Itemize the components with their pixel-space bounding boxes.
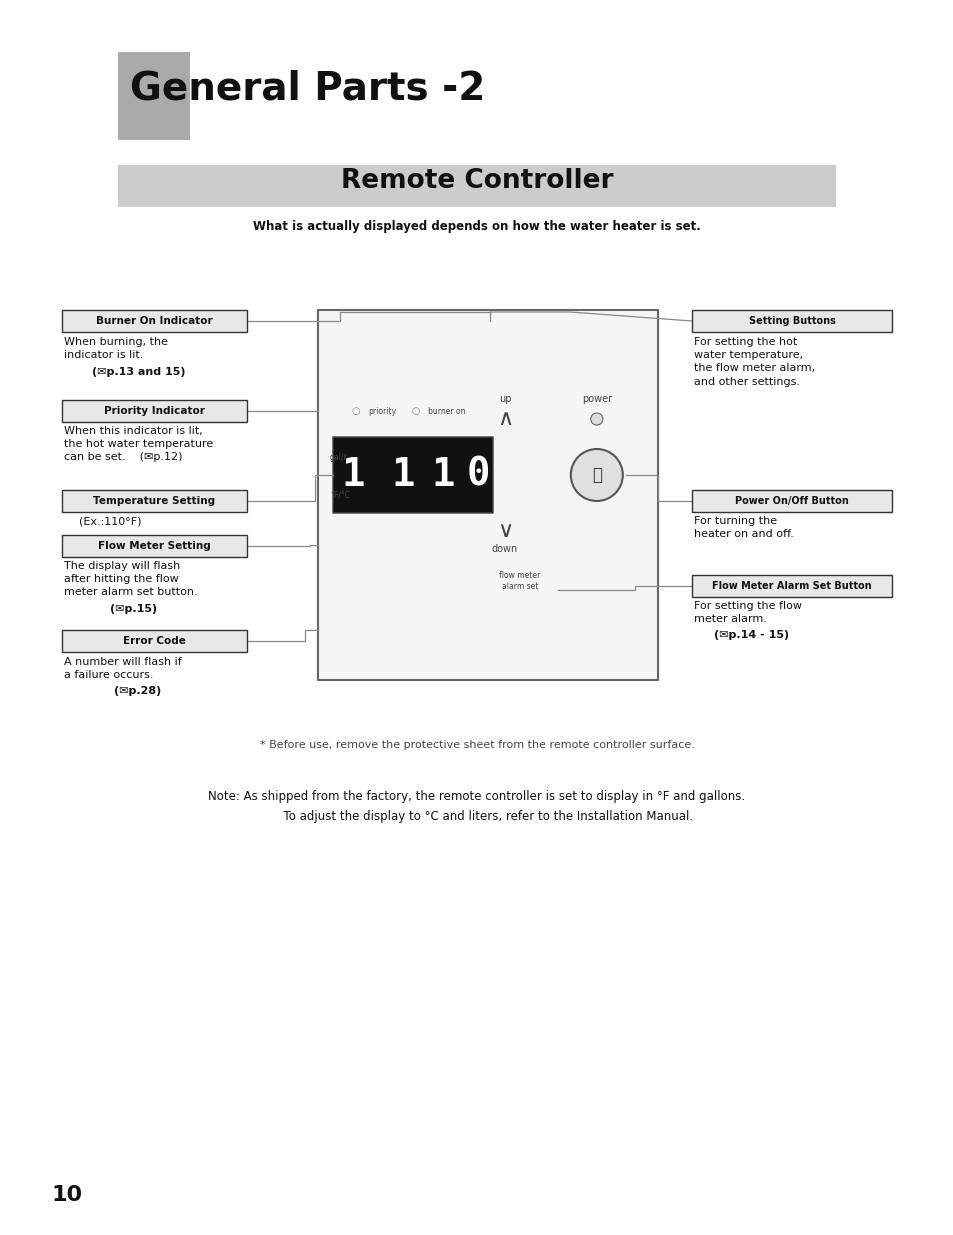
Text: down: down xyxy=(492,543,517,555)
FancyBboxPatch shape xyxy=(118,165,835,207)
Text: (✉p.14 - 15): (✉p.14 - 15) xyxy=(713,630,788,640)
FancyBboxPatch shape xyxy=(333,437,493,513)
Text: gal/ℓ: gal/ℓ xyxy=(330,452,347,462)
Text: (✉p.15): (✉p.15) xyxy=(110,604,157,614)
Text: Power On/Off Button: Power On/Off Button xyxy=(735,496,848,506)
Text: Burner On Indicator: Burner On Indicator xyxy=(96,316,213,326)
FancyBboxPatch shape xyxy=(62,400,247,422)
Text: °F/°C: °F/°C xyxy=(330,490,350,499)
Text: ○: ○ xyxy=(412,406,420,416)
FancyBboxPatch shape xyxy=(62,535,247,557)
Text: ⏻: ⏻ xyxy=(591,466,601,484)
Text: 1: 1 xyxy=(391,456,415,494)
Text: (✉p.13 and 15): (✉p.13 and 15) xyxy=(91,367,185,377)
Text: To adjust the display to °C and liters, refer to the Installation Manual.: To adjust the display to °C and liters, … xyxy=(261,810,692,823)
Text: * Before use, remove the protective sheet from the remote controller surface.: * Before use, remove the protective shee… xyxy=(259,740,694,750)
Text: For turning the
heater on and off.: For turning the heater on and off. xyxy=(693,516,793,540)
Text: When this indicator is lit,
the hot water temperature
can be set.    (✉p.12): When this indicator is lit, the hot wate… xyxy=(64,426,213,462)
FancyBboxPatch shape xyxy=(62,490,247,513)
FancyBboxPatch shape xyxy=(118,52,190,140)
Text: Remote Controller: Remote Controller xyxy=(340,168,613,194)
FancyBboxPatch shape xyxy=(62,310,247,332)
Text: ∧: ∧ xyxy=(497,409,513,429)
Text: ○: ○ xyxy=(352,406,360,416)
Text: 1: 1 xyxy=(341,456,364,494)
Text: flow meter
alarm set: flow meter alarm set xyxy=(498,571,540,592)
Text: What is actually displayed depends on how the water heater is set.: What is actually displayed depends on ho… xyxy=(253,220,700,233)
Text: A number will flash if
a failure occurs.: A number will flash if a failure occurs. xyxy=(64,657,182,680)
Text: For setting the hot
water temperature,
the flow meter alarm,
and other settings.: For setting the hot water temperature, t… xyxy=(693,337,814,387)
Text: (Ex.:110°F): (Ex.:110°F) xyxy=(79,516,142,526)
Text: Priority Indicator: Priority Indicator xyxy=(104,406,205,416)
Text: For setting the flow
meter alarm.: For setting the flow meter alarm. xyxy=(693,601,801,624)
Text: priority: priority xyxy=(368,406,395,415)
Text: (✉p.28): (✉p.28) xyxy=(113,685,161,697)
Text: 10: 10 xyxy=(52,1186,83,1205)
Text: Flow Meter Setting: Flow Meter Setting xyxy=(98,541,211,551)
Text: Temperature Setting: Temperature Setting xyxy=(93,496,215,506)
Text: Error Code: Error Code xyxy=(123,636,186,646)
Text: 1: 1 xyxy=(431,456,455,494)
Text: burner on: burner on xyxy=(428,406,465,415)
Text: up: up xyxy=(498,394,511,404)
Circle shape xyxy=(570,450,622,501)
FancyBboxPatch shape xyxy=(691,490,891,513)
Text: General Parts -2: General Parts -2 xyxy=(130,70,485,107)
Text: Flow Meter Alarm Set Button: Flow Meter Alarm Set Button xyxy=(712,580,871,592)
Text: ∨: ∨ xyxy=(497,521,513,541)
Text: Note: As shipped from the factory, the remote controller is set to display in °F: Note: As shipped from the factory, the r… xyxy=(208,790,745,803)
Text: Setting Buttons: Setting Buttons xyxy=(748,316,835,326)
Circle shape xyxy=(590,412,602,425)
FancyBboxPatch shape xyxy=(691,576,891,597)
FancyBboxPatch shape xyxy=(62,630,247,652)
Text: power: power xyxy=(581,394,611,404)
Text: When burning, the
indicator is lit.: When burning, the indicator is lit. xyxy=(64,337,168,361)
Text: 0: 0 xyxy=(466,456,489,494)
Text: The display will flash
after hitting the flow
meter alarm set button.: The display will flash after hitting the… xyxy=(64,561,197,598)
FancyBboxPatch shape xyxy=(317,310,658,680)
FancyBboxPatch shape xyxy=(691,310,891,332)
